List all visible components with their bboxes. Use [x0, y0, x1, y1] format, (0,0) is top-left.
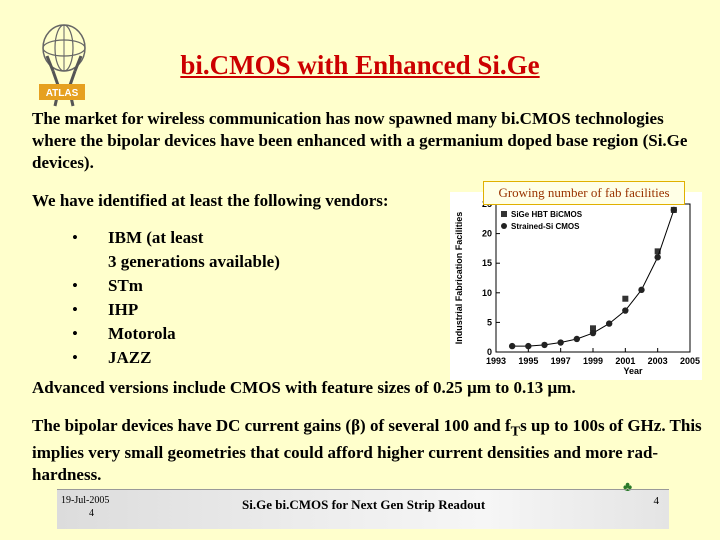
data-point — [589, 329, 597, 337]
list-item: • STm — [72, 274, 328, 298]
legend-marker — [501, 211, 507, 217]
bipolar-paragraph: The bipolar devices have DC current gain… — [32, 416, 702, 485]
legend-marker — [501, 223, 507, 229]
vendor-name: JAZZ — [108, 348, 152, 367]
t-subscript: T — [510, 423, 521, 440]
list-item: • JAZZ — [72, 346, 328, 370]
page-number: 4 — [653, 495, 660, 507]
data-point — [638, 286, 645, 294]
bullet-icon: • — [72, 348, 78, 367]
legend-label: Strained-Si CMOS — [511, 222, 580, 231]
vendor-name: IBM (at least — [108, 228, 204, 247]
x-tick-label: 1995 — [518, 356, 538, 366]
x-tick-label: 2001 — [615, 356, 635, 366]
micro-symbol: μ — [467, 378, 477, 397]
slide-title: bi.CMOS with Enhanced Si.Ge — [180, 50, 540, 80]
chart-svg: 19931995199719992001200320050510152025Ye… — [454, 199, 700, 376]
bullet-icon: • — [72, 324, 78, 343]
footer-date: 19-Jul-2005 — [61, 495, 110, 506]
data-point — [670, 206, 678, 214]
x-tick-label: 1999 — [583, 356, 603, 366]
x-tick-label: 1997 — [551, 356, 571, 366]
y-tick-label: 0 — [487, 347, 492, 357]
leaf-icon: ♣ — [623, 480, 633, 495]
data-point — [557, 339, 564, 346]
data-point — [605, 320, 613, 327]
cmos-paragraph: Advanced versions include CMOS with feat… — [32, 378, 576, 397]
footer-page-small: 4 — [89, 508, 94, 519]
x-tick-label: 2003 — [648, 356, 668, 366]
data-point — [622, 307, 629, 314]
data-point — [525, 342, 532, 350]
data-point — [654, 254, 661, 261]
beta-symbol: β — [351, 416, 361, 435]
vendor-name: STm — [108, 276, 143, 295]
vendors-intro: We have identified at least the followin… — [32, 191, 389, 210]
vendor-name: IHP — [108, 300, 139, 319]
data-point — [541, 341, 548, 349]
intro-paragraph: The market for wireless communication ha… — [32, 109, 688, 172]
vendor-list: • IBM (at least 3 generations available)… — [72, 226, 328, 370]
svg-text:ATLAS: ATLAS — [46, 88, 79, 99]
data-point — [573, 335, 581, 343]
data-point — [590, 325, 596, 332]
list-item: • Motorola — [72, 322, 328, 346]
vendor-note: 3 generations available) — [108, 252, 280, 271]
fab-facilities-chart: 19931995199719992001200320050510152025Ye… — [450, 192, 702, 380]
footer-title: Si.Ge bi.CMOS for Next Gen Strip Readout — [242, 497, 486, 512]
micro-symbol: μ — [547, 378, 558, 397]
bullet-icon: • — [72, 228, 78, 247]
x-tick-label: 2005 — [680, 356, 700, 366]
slide-footer: ♣ 19-Jul-2005 4 Si.Ge bi.CMOS for Next G… — [57, 480, 669, 529]
data-point — [654, 248, 661, 255]
x-tick-label: 1993 — [486, 356, 506, 366]
bullet-icon: • — [72, 276, 78, 295]
y-tick-label: 20 — [482, 229, 492, 239]
atlas-logo: ATLAS — [33, 16, 95, 108]
chart-caption: Growing number of fab facilities — [483, 181, 685, 205]
data-point — [508, 342, 516, 350]
data-point — [622, 295, 629, 302]
y-tick-label: 10 — [482, 288, 492, 298]
vendor-name: Motorola — [108, 324, 176, 343]
list-item: • IHP — [72, 298, 328, 322]
y-axis-label: Industrial Fabrication Facilities — [454, 212, 464, 345]
y-tick-label: 15 — [482, 258, 492, 268]
legend-label: SiGe HBT BiCMOS — [511, 210, 583, 219]
list-item: • IBM (at least 3 generations available) — [72, 226, 328, 274]
bullet-icon: • — [72, 300, 78, 319]
y-tick-label: 5 — [487, 317, 492, 327]
x-axis-label: Year — [623, 366, 643, 376]
